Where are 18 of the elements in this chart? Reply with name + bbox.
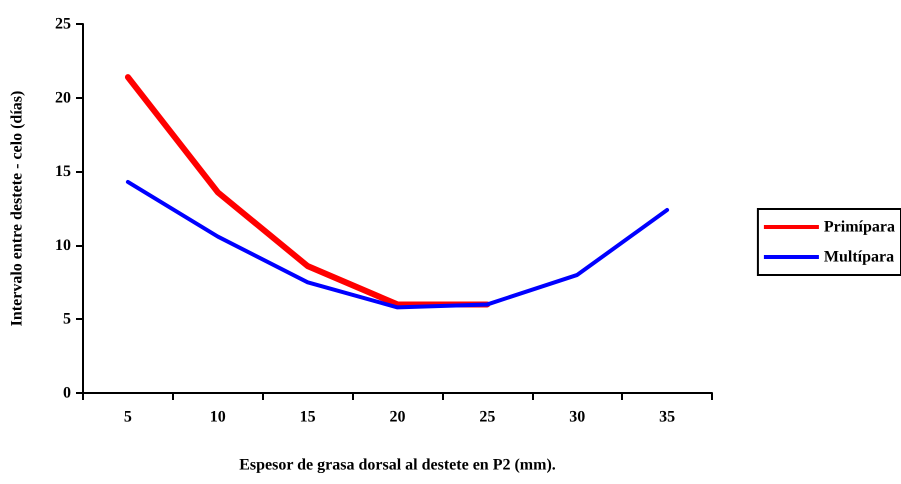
y-tick-label: 0 bbox=[63, 384, 71, 402]
x-tick-label: 25 bbox=[479, 408, 496, 426]
y-tick-label: 5 bbox=[63, 310, 71, 328]
legend-label: Multípara bbox=[824, 248, 894, 266]
x-tick-label: 35 bbox=[659, 408, 676, 426]
y-axis-title: Intervalo entre destete - celo (días) bbox=[8, 90, 26, 326]
x-tick-label: 15 bbox=[300, 408, 316, 426]
x-axis-title: Espesor de grasa dorsal al destete en P2 (mm). bbox=[239, 456, 556, 474]
x-tick-label: 5 bbox=[124, 408, 132, 426]
x-tick-label: 20 bbox=[390, 408, 406, 426]
legend-label: Primípara bbox=[824, 218, 895, 236]
x-tick-label: 30 bbox=[569, 408, 586, 426]
line-series bbox=[126, 180, 670, 310]
y-tick-label: 10 bbox=[55, 236, 71, 254]
y-tick-label: 25 bbox=[55, 16, 71, 32]
y-tick-label: 15 bbox=[55, 163, 71, 180]
x-tick-label: 10 bbox=[210, 408, 226, 426]
y-tick-label: 20 bbox=[55, 89, 71, 106]
